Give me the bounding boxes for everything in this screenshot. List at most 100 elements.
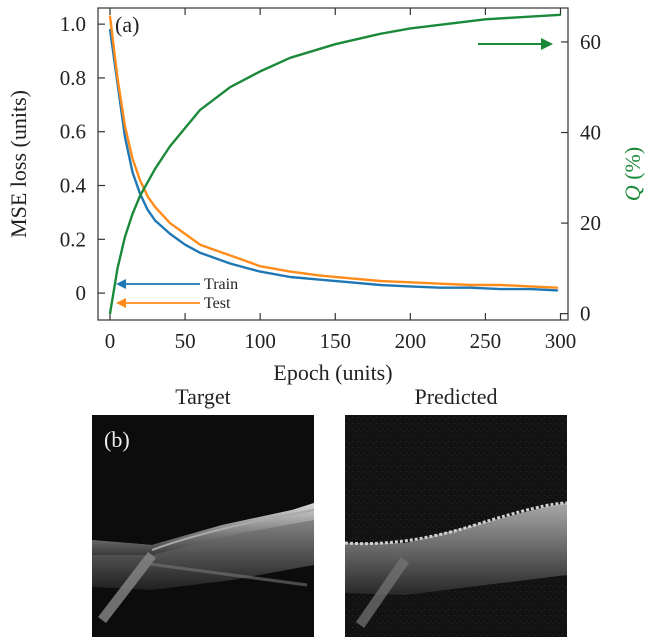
y-tick-label: 0.4 xyxy=(60,174,87,198)
series-point-q xyxy=(124,235,126,238)
y-tick-label: 0.2 xyxy=(60,227,86,251)
series-point-test xyxy=(154,206,156,208)
series-point-q xyxy=(154,167,156,170)
predicted-title: Predicted xyxy=(414,384,498,409)
annot-layer: (a) Train Test xyxy=(115,12,553,312)
series-point-q xyxy=(139,195,141,197)
series-point-test xyxy=(131,157,134,160)
series-line-q xyxy=(108,13,561,314)
series-point-train xyxy=(289,276,292,278)
series-point-test xyxy=(409,281,412,284)
series-point-train xyxy=(184,243,186,246)
axes-layer: 0 50 100 150 200 250 30000.20.40.60.81.0020406… xyxy=(6,7,645,385)
x-tick-label: 200 xyxy=(395,329,427,353)
y2-tick-label: 60 xyxy=(580,30,601,54)
legend-arrowhead-test xyxy=(116,298,126,308)
series-point-test xyxy=(214,249,216,251)
q-axis-arrowhead xyxy=(541,38,553,50)
x-tick-label: 0 xyxy=(105,329,116,353)
x-axis-label: Epoch (units) xyxy=(273,360,392,385)
series-point-test xyxy=(319,274,322,277)
series-point-q xyxy=(184,127,186,129)
series-point-train xyxy=(409,285,412,288)
target-title: Target xyxy=(175,384,231,409)
y2-axis-unit: (%) xyxy=(620,147,645,185)
series-point-test xyxy=(169,222,171,224)
series-point-test xyxy=(139,179,141,181)
series-point-test xyxy=(116,77,119,79)
series-point-train xyxy=(259,270,261,273)
series-point-train xyxy=(146,208,149,211)
y2-tick-label: 40 xyxy=(580,121,601,145)
series-point-test xyxy=(199,243,201,246)
series-point-q xyxy=(484,18,487,21)
y-tick-label: 0.6 xyxy=(60,120,86,144)
series-point-train xyxy=(319,278,322,281)
y-tick-label: 1.0 xyxy=(60,12,86,36)
series-point-train xyxy=(529,288,532,290)
series-point-test xyxy=(184,233,186,235)
series-point-q xyxy=(559,13,562,16)
y-tick-label: 0 xyxy=(76,281,87,305)
series-point-test xyxy=(349,277,352,280)
series-point-train xyxy=(499,288,502,290)
series-point-train xyxy=(349,281,352,284)
series-point-test xyxy=(439,282,442,285)
legend-arrowhead-train xyxy=(116,279,126,289)
series-point-test xyxy=(109,15,111,17)
series-point-test xyxy=(469,284,472,286)
target-image: (b) xyxy=(92,415,314,637)
series-point-train xyxy=(379,284,382,286)
series-point-q xyxy=(334,43,337,46)
series-point-test xyxy=(244,260,246,262)
y2-axis-label: Q (%) xyxy=(620,147,645,201)
series-point-q xyxy=(109,312,111,315)
panel-a-label: (a) xyxy=(115,12,139,37)
series-point-q xyxy=(379,33,382,35)
series-point-test xyxy=(289,270,292,273)
series-point-train xyxy=(469,286,472,289)
series-layer xyxy=(108,13,562,315)
series-point-train xyxy=(154,219,156,222)
series-point-test xyxy=(499,284,502,286)
predicted-oct-image xyxy=(345,415,567,637)
x-tick-label: 50 xyxy=(175,329,196,353)
predicted-image xyxy=(345,415,567,637)
series-point-q xyxy=(169,145,171,147)
x-tick-label: 250 xyxy=(470,329,502,353)
series-point-train xyxy=(131,171,134,173)
series-point-q xyxy=(289,57,292,59)
series-point-train xyxy=(169,233,171,235)
legend-label-train: Train xyxy=(204,276,238,293)
series-line-train xyxy=(108,29,558,292)
series-point-test xyxy=(379,280,382,282)
series-point-test xyxy=(529,285,532,288)
loss-q-chart: 0 50 100 150 200 250 30000.20.40.60.81.0020406… xyxy=(6,7,645,385)
series-point-train xyxy=(214,257,216,259)
series-point-test xyxy=(556,286,559,289)
plot-frame xyxy=(97,7,569,321)
series-point-test xyxy=(146,195,149,198)
series-point-q xyxy=(259,70,261,73)
series-point-test xyxy=(229,254,231,257)
y2-tick-label: 0 xyxy=(580,302,591,326)
y2-axis-symbol: Q xyxy=(620,185,645,201)
panel-b-label: (b) xyxy=(104,427,130,452)
series-point-train xyxy=(124,136,126,138)
series-point-train xyxy=(556,289,559,292)
y-tick-label: 0.8 xyxy=(60,66,86,90)
series-point-train xyxy=(229,262,231,265)
series-point-q xyxy=(116,267,119,270)
series-line-test xyxy=(108,15,558,289)
x-tick-label: 300 xyxy=(545,329,577,353)
x-tick-label: 150 xyxy=(320,329,352,353)
y2-tick-label: 20 xyxy=(580,211,601,235)
series-point-train xyxy=(244,266,246,269)
series-point-test xyxy=(259,265,261,268)
y-axis-label: MSE loss (units) xyxy=(6,90,31,238)
series-point-train xyxy=(439,286,442,289)
target-oct-image: (b) xyxy=(92,415,314,637)
series-point-q xyxy=(131,213,134,215)
series-point-q xyxy=(199,109,201,111)
series-point-test xyxy=(124,125,126,128)
